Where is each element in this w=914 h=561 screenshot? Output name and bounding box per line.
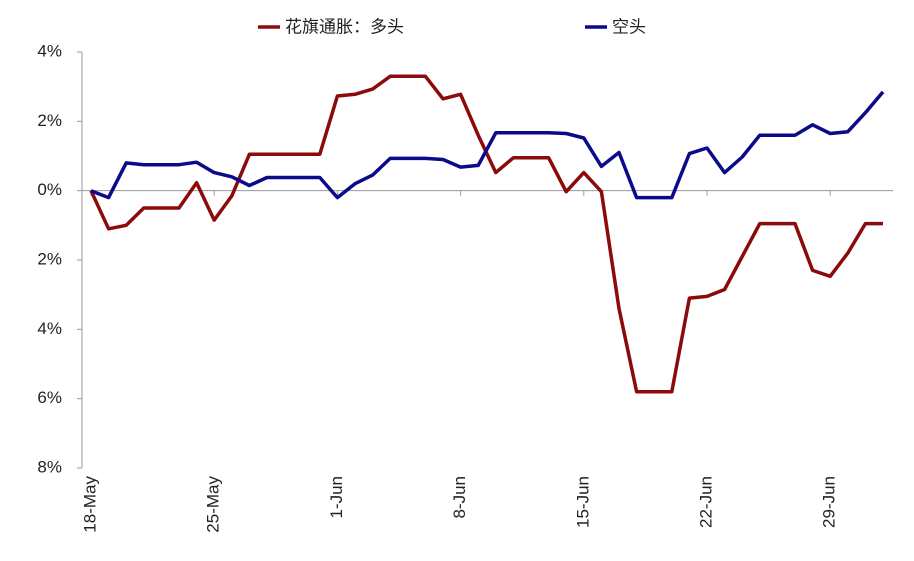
y-tick-label: 4% <box>37 41 62 60</box>
x-tick-label: 22-Jun <box>696 476 715 528</box>
x-tick-label: 25-May <box>204 476 223 533</box>
x-tick-label: 15-Jun <box>573 476 592 528</box>
x-tick-label: 29-Jun <box>820 476 839 528</box>
x-tick-label: 1-Jun <box>327 476 346 519</box>
legend-label: 花旗通胀：多头 <box>285 17 404 36</box>
series-line <box>90 90 885 200</box>
y-tick-label: 2% <box>37 111 62 130</box>
y-tick-label: 4% <box>37 319 62 338</box>
y-tick-label: 8% <box>37 457 62 476</box>
y-tick-label: 0% <box>37 180 62 199</box>
x-tick-label: 8-Jun <box>450 476 469 519</box>
y-tick-label: 2% <box>37 249 62 268</box>
y-tick-label: 6% <box>37 388 62 407</box>
series-line <box>89 74 883 394</box>
legend-label: 空头 <box>612 17 646 36</box>
x-tick-label: 18-May <box>80 476 99 533</box>
